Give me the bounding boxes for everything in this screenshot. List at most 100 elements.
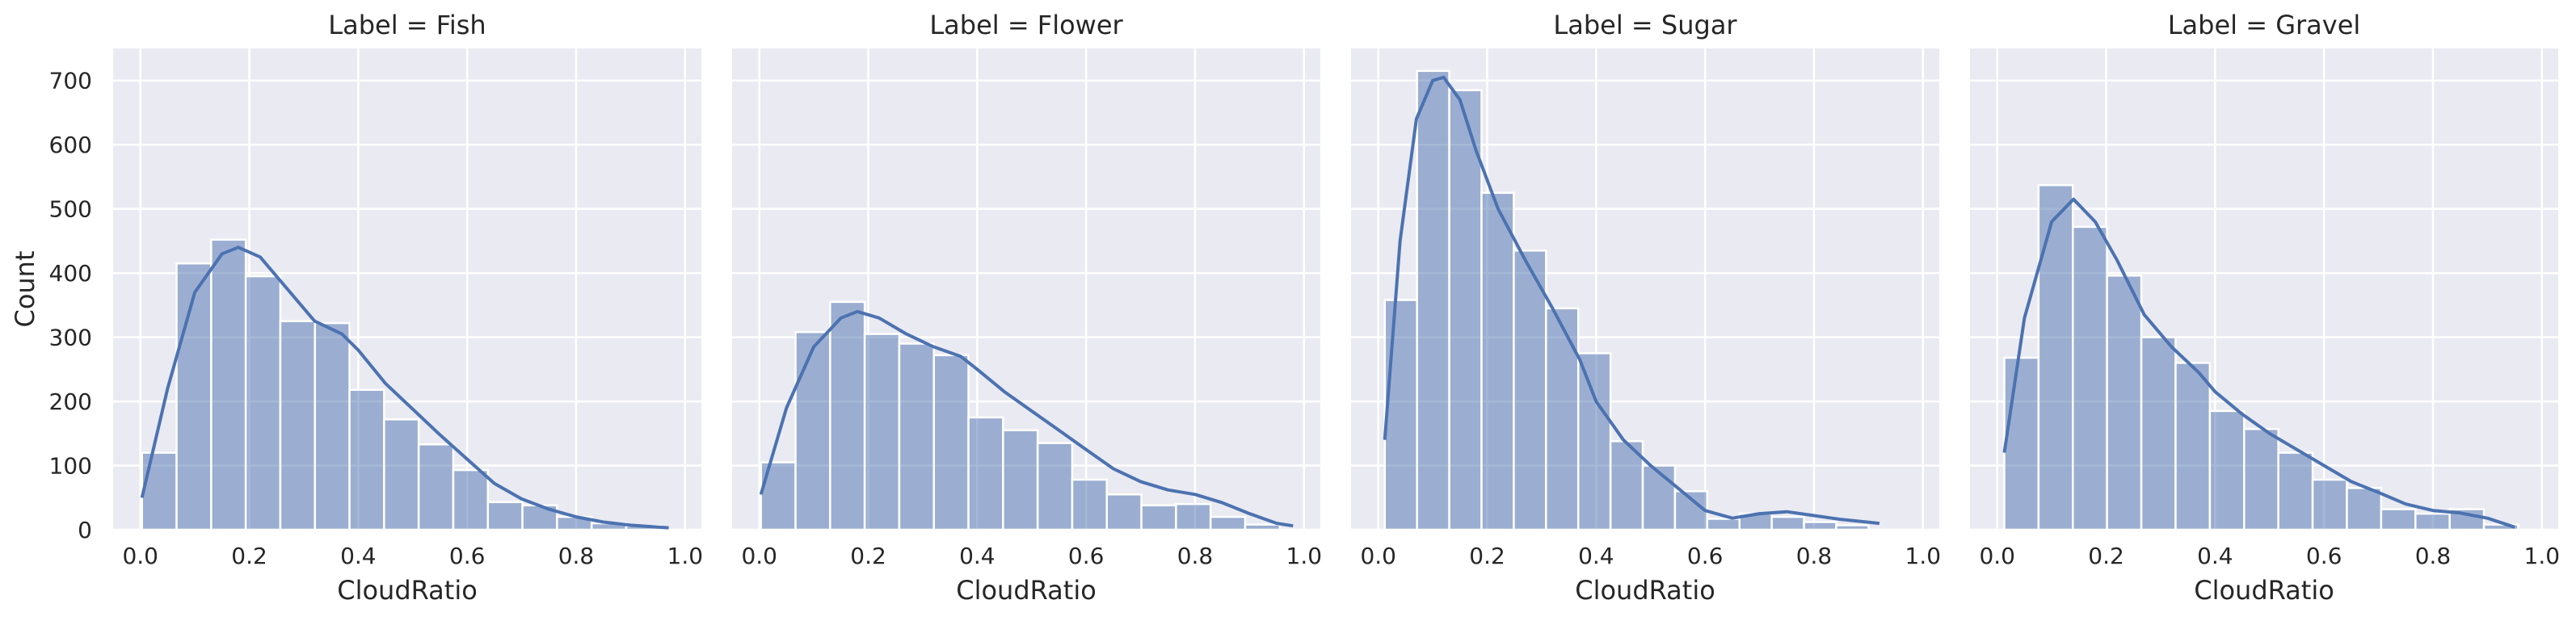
x-tick-label: 0.8: [2415, 543, 2452, 569]
histogram-bar: [279, 320, 316, 531]
y-tick-label: 400: [49, 260, 92, 287]
panel-title: Label = Flower: [929, 10, 1123, 40]
y-tick-label: 600: [49, 132, 92, 158]
histogram-bar: [2346, 487, 2383, 531]
histogram-bar: [417, 443, 455, 531]
histogram-bar: [2174, 362, 2212, 531]
histogram-bar: [452, 468, 490, 531]
kde-curve: [1383, 75, 1880, 526]
histogram-bar: [2482, 523, 2519, 531]
histogram-bar: [2003, 356, 2040, 531]
histogram-bar: [932, 354, 970, 531]
histogram-bar: [175, 262, 213, 531]
x-tick-label: 0.2: [850, 543, 886, 569]
histogram-bar: [1770, 515, 1805, 531]
facet-panel-2: 0.0 0.2 0.4 0.6 0.8 1.0 Label = Sugar CloudRati…: [1351, 10, 1941, 606]
histogram-bar: [1513, 250, 1547, 531]
histogram-bar: [1835, 524, 1870, 531]
kde-curve: [2002, 197, 2515, 529]
histogram-bar: [2072, 225, 2108, 531]
histogram-bar: [2311, 478, 2348, 531]
x-tick-label: 0.0: [122, 543, 158, 569]
y-tick-label: 700: [49, 68, 92, 94]
histogram-bar: [314, 321, 351, 531]
x-tick-label: 0.4: [2197, 543, 2233, 569]
histogram-bar: [2208, 409, 2246, 531]
histogram-bar: [486, 501, 524, 531]
histogram-bar: [794, 330, 831, 531]
x-tick-label: 0.0: [1979, 543, 2015, 569]
x-tick-label: 0.2: [231, 543, 267, 569]
histogram-bar: [2037, 184, 2074, 531]
x-tick-label: 0.4: [1578, 543, 1614, 569]
y-tick-label: 100: [49, 453, 92, 480]
kde-curve: [140, 245, 669, 530]
histogram-bar: [2277, 451, 2314, 531]
histogram-bar: [1641, 464, 1677, 531]
x-tick-label: 0.0: [1360, 543, 1396, 569]
x-tick-label: 1.0: [2524, 543, 2561, 569]
x-tick-label: 1.0: [1905, 543, 1942, 569]
histogram-bar: [210, 238, 247, 531]
kde-curve: [759, 309, 1294, 528]
x-tick-label: 0.6: [1068, 543, 1105, 569]
histogram-bar: [1706, 518, 1740, 531]
x-tick-label: 0.6: [2306, 543, 2342, 569]
histogram-bar: [1105, 493, 1143, 531]
histogram-bar: [1545, 307, 1580, 531]
histogram-bar: [898, 342, 935, 531]
x-tick-label: 0.8: [1177, 543, 1214, 569]
y-tick-label: 500: [49, 196, 92, 223]
x-tick-label: 0.4: [959, 543, 995, 569]
x-tick-label: 1.0: [667, 543, 704, 569]
y-tick-label: 200: [49, 388, 92, 415]
histogram-bar: [141, 451, 178, 531]
histogram-bar: [1609, 440, 1644, 531]
x-axis-label: CloudRatio: [1575, 575, 1715, 606]
histogram-bar: [1416, 69, 1450, 531]
x-tick-label: 0.8: [1796, 543, 1833, 569]
facet-panel-3: 0.0 0.2 0.4 0.6 0.8 1.0 Label = Gravel CloudRat…: [1970, 10, 2560, 606]
x-tick-label: 0.2: [1469, 543, 1505, 569]
histogram-bar: [2380, 508, 2417, 531]
histogram-bar: [1244, 523, 1282, 531]
x-tick-label: 0.6: [1687, 543, 1724, 569]
x-tick-label: 0.0: [741, 543, 777, 569]
histogram-bar: [1383, 299, 1418, 531]
x-tick-label: 0.6: [449, 543, 486, 569]
histogram-bar: [1140, 504, 1177, 531]
histogram-bar: [863, 333, 901, 531]
facet-panel-1: 0.0 0.2 0.4 0.6 0.8 1.0 Label = Flower CloudRat…: [732, 10, 1322, 606]
histogram-bar: [1209, 515, 1247, 531]
x-tick-label: 0.4: [340, 543, 377, 569]
histogram-bar: [1448, 89, 1483, 531]
histogram-bar: [2140, 336, 2177, 531]
histogram-bar: [1480, 191, 1515, 531]
histogram-bar: [2243, 427, 2279, 531]
x-axis-label: CloudRatio: [337, 575, 478, 606]
x-axis-label: CloudRatio: [2194, 575, 2334, 606]
histogram-bar: [1002, 429, 1039, 531]
y-tick-label: 300: [49, 325, 92, 351]
histogram-bar: [244, 275, 282, 531]
histogram-bar: [383, 418, 420, 531]
x-tick-label: 0.8: [558, 543, 595, 569]
x-axis-label: CloudRatio: [956, 575, 1096, 606]
histogram-bar: [1036, 442, 1074, 531]
facet-panel-0: 0.0 0.2 0.4 0.6 0.8 1.0 0 100 200 300 400 500 600 700…: [10, 10, 703, 606]
panel-title: Label = Gravel: [2168, 10, 2361, 40]
histogram-bar: [967, 416, 1004, 531]
y-axis-label: Count: [10, 250, 40, 327]
histogram-bar: [1071, 478, 1109, 531]
histogram-bar: [348, 388, 385, 531]
y-tick-label: 0: [78, 517, 92, 543]
histogram-bar: [1576, 352, 1612, 531]
histogram-bar: [2106, 275, 2143, 531]
x-tick-label: 0.2: [2088, 543, 2124, 569]
x-tick-label: 1.0: [1286, 543, 1323, 569]
histogram-bar: [1803, 521, 1837, 531]
histogram-bar: [2414, 512, 2451, 531]
panel-title: Label = Sugar: [1553, 10, 1737, 40]
panel-title: Label = Fish: [328, 10, 486, 40]
